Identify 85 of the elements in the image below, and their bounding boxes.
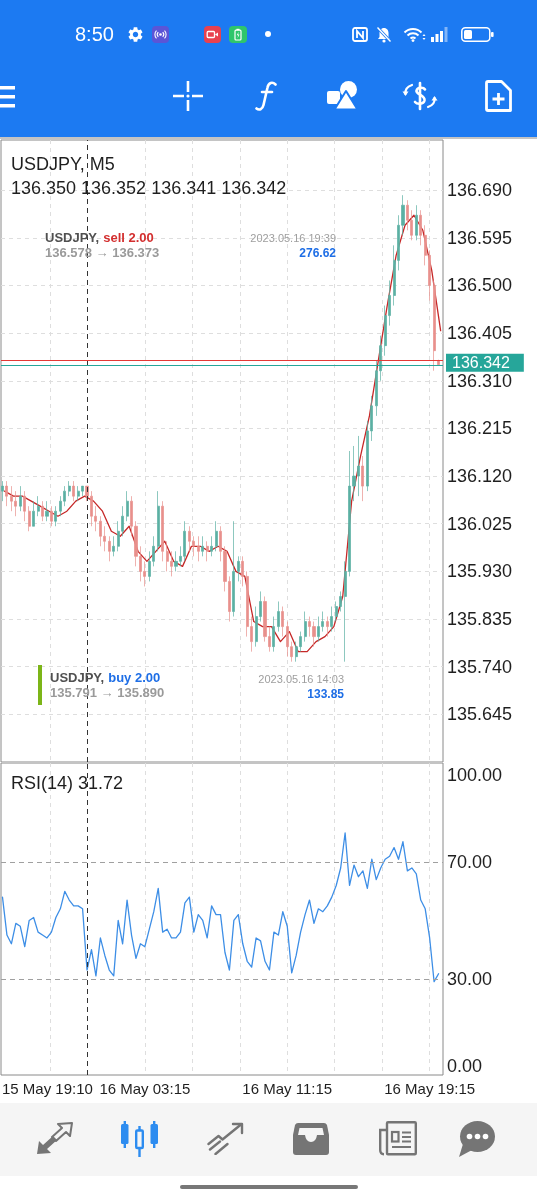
candlestick [32,500,35,527]
candlestick [166,540,169,572]
candlestick [77,485,80,502]
candlestick [201,535,204,557]
annotation: USDJPY, [45,230,100,245]
candlestick [237,555,240,582]
y-tick-label: 135.930 [447,561,513,582]
annotation: 133.85 [307,687,344,701]
x-tick-label: 16 May 11:15 [242,1080,333,1097]
x-tick-label: 16 May 03:15 [99,1080,191,1097]
y-tick-label: 136.120 [447,466,513,487]
candlestick [361,455,364,502]
x-tick-label: 16 May 19:15 [384,1080,476,1097]
y-tick-label: 136.500 [447,275,513,296]
candlestick [157,490,160,552]
y-tick-label: 100.00 [447,764,503,785]
candlestick [54,505,57,527]
candlestick [437,359,440,366]
line-series [1,832,440,983]
candlestick [433,280,436,372]
candlestick [5,480,8,507]
text: 136.350 136.352 136.341 136.342 [11,178,287,198]
y-tick-label: 136.310 [447,370,513,391]
candlestick [72,480,75,502]
candlestick [232,520,235,617]
candlestick [312,621,316,647]
candlestick [28,505,31,532]
candlestick [126,490,129,522]
annotation: buy 2.00 [108,670,161,685]
candlestick [210,535,213,557]
candlestick [81,485,84,497]
annotation: 135.791 → 135.890 [50,685,165,700]
y-tick-label: 136.025 [447,513,513,534]
candlestick [326,616,329,637]
candlestick [174,550,178,572]
candlestick [281,606,284,637]
text: 8:50 [75,23,114,45]
text: 15 May 19:10 [2,1080,93,1097]
y-tick-label: 136.405 [447,323,513,344]
candlestick [68,480,71,497]
candlestick [37,495,40,517]
candlestick [23,490,26,522]
candlestick [50,505,53,527]
annotation: 136.578 → 136.373 [45,245,160,260]
candlestick [188,525,191,552]
candlestick [286,621,289,658]
candlestick [272,616,275,652]
y-tick-label: 136.690 [447,180,513,201]
candlestick [277,601,280,632]
y-tick-label: 30.00 [447,968,493,989]
candlestick [161,500,164,562]
text: USDJPY, M5 [11,154,115,174]
ref-line-label: 136.342 [452,354,510,372]
candlestick [1,480,4,502]
candlestick [317,616,320,642]
candlestick [215,520,218,552]
annotation: sell 2.00 [103,230,154,245]
candlestick [206,540,209,562]
candlestick [41,500,44,522]
annotation: USDJPY, [50,670,105,685]
candlestick [19,485,22,512]
y-tick-label: 136.595 [447,227,513,248]
text: RSI(14) 31.72 [11,773,124,793]
candlestick [415,204,418,241]
y-tick-label: 135.740 [447,656,513,677]
y-tick-label: 70.00 [447,852,493,873]
candlestick [183,520,186,562]
candlestick [108,535,111,562]
candlestick [304,611,307,642]
candlestick [330,606,333,632]
candlestick [99,515,102,547]
y-tick-label: 135.645 [447,704,513,725]
y-tick-label: 0.00 [447,1056,483,1077]
candlestick [10,485,13,512]
candlestick [197,535,200,562]
annotation: 276.62 [299,246,336,260]
candlestick [14,490,17,517]
candlestick [419,209,422,246]
candlestick [45,500,49,522]
y-tick-label: 135.835 [447,609,513,630]
annotation: 2023.05.16 19:39 [250,232,336,244]
y-tick-label: 136.215 [447,418,513,439]
candlestick [112,535,115,557]
annotation: 2023.05.16 14:03 [258,673,344,685]
candlestick [241,555,244,587]
